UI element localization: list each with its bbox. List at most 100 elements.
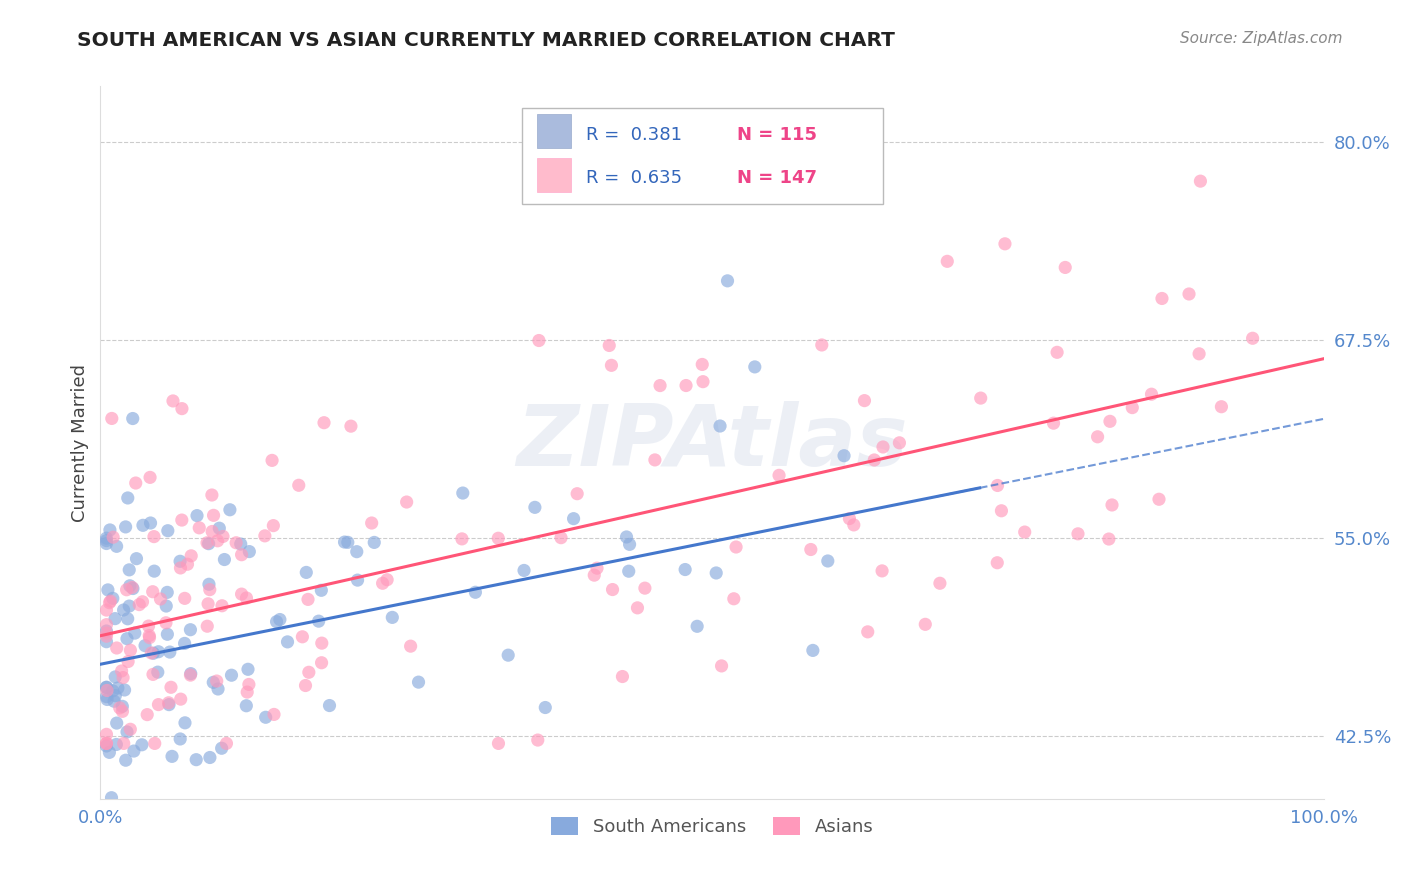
Point bbox=[139, 516, 162, 530]
Point bbox=[157, 698, 180, 712]
Point bbox=[408, 675, 430, 690]
Point bbox=[269, 613, 291, 627]
Point bbox=[346, 573, 368, 587]
Text: Source: ZipAtlas.com: Source: ZipAtlas.com bbox=[1180, 31, 1343, 46]
Point bbox=[768, 468, 790, 483]
Point bbox=[179, 623, 201, 637]
Point bbox=[108, 701, 131, 715]
Point bbox=[148, 698, 170, 712]
Point bbox=[195, 535, 218, 549]
Point bbox=[207, 681, 229, 696]
Point bbox=[115, 582, 138, 597]
Point bbox=[125, 476, 148, 491]
Point bbox=[1014, 524, 1036, 539]
Point bbox=[104, 612, 127, 626]
Point bbox=[96, 536, 118, 550]
Point bbox=[451, 486, 474, 500]
Point bbox=[117, 491, 139, 505]
Point bbox=[96, 680, 118, 694]
Point bbox=[96, 626, 118, 640]
Point bbox=[254, 710, 277, 724]
Point bbox=[118, 563, 141, 577]
Point bbox=[486, 531, 509, 545]
Point bbox=[156, 524, 179, 538]
Point bbox=[744, 359, 766, 374]
Text: N = 115: N = 115 bbox=[737, 126, 817, 144]
Point bbox=[534, 700, 557, 714]
Point bbox=[616, 530, 638, 544]
Point bbox=[266, 615, 288, 629]
Point bbox=[219, 502, 242, 516]
Point bbox=[704, 566, 727, 580]
Point bbox=[143, 799, 166, 814]
Point bbox=[120, 643, 142, 657]
FancyBboxPatch shape bbox=[537, 158, 571, 193]
Point bbox=[1140, 387, 1163, 401]
FancyBboxPatch shape bbox=[523, 108, 883, 204]
Point bbox=[96, 531, 118, 545]
Point bbox=[162, 393, 184, 408]
Point bbox=[101, 684, 124, 698]
Point bbox=[263, 707, 285, 722]
Point bbox=[725, 540, 748, 554]
Point bbox=[723, 591, 745, 606]
Point bbox=[134, 639, 156, 653]
Point bbox=[375, 573, 398, 587]
Point bbox=[202, 675, 225, 690]
Point bbox=[201, 488, 224, 502]
Point bbox=[100, 799, 122, 814]
Point bbox=[333, 535, 356, 549]
Point bbox=[195, 619, 218, 633]
Legend: South Americans, Asians: South Americans, Asians bbox=[544, 809, 880, 843]
Point bbox=[112, 671, 135, 685]
Point bbox=[198, 577, 221, 591]
Point bbox=[174, 715, 197, 730]
Point bbox=[96, 683, 118, 698]
Point bbox=[157, 696, 180, 710]
Point bbox=[1046, 345, 1069, 359]
Point bbox=[583, 568, 606, 582]
Point bbox=[297, 592, 319, 607]
Point bbox=[856, 624, 879, 639]
Point bbox=[308, 614, 330, 628]
Point bbox=[197, 536, 219, 550]
Point bbox=[690, 358, 713, 372]
Point bbox=[149, 592, 172, 607]
Point bbox=[142, 667, 165, 681]
Point bbox=[169, 731, 191, 746]
Point bbox=[142, 646, 165, 660]
Point bbox=[1241, 331, 1264, 345]
Point bbox=[1067, 526, 1090, 541]
Point bbox=[562, 511, 585, 525]
Point bbox=[1042, 416, 1064, 430]
Point bbox=[214, 552, 236, 566]
Point bbox=[527, 334, 550, 348]
Point bbox=[121, 581, 143, 595]
Point bbox=[169, 561, 191, 575]
Point bbox=[994, 236, 1017, 251]
Point bbox=[201, 524, 224, 539]
Point bbox=[842, 517, 865, 532]
Point bbox=[143, 736, 166, 750]
Point bbox=[287, 478, 309, 492]
Point bbox=[686, 619, 709, 633]
Point bbox=[121, 411, 143, 425]
Point bbox=[1178, 287, 1201, 301]
Point bbox=[716, 274, 738, 288]
Point bbox=[810, 338, 832, 352]
Point bbox=[96, 634, 118, 648]
Point bbox=[211, 599, 233, 613]
Point bbox=[138, 628, 160, 642]
Point bbox=[853, 393, 876, 408]
Point bbox=[294, 679, 316, 693]
Point bbox=[586, 561, 609, 575]
Point bbox=[156, 627, 179, 641]
Point bbox=[1188, 347, 1211, 361]
Point bbox=[111, 704, 134, 718]
Point bbox=[96, 603, 118, 617]
Point bbox=[262, 453, 284, 467]
Point bbox=[872, 440, 894, 454]
Point bbox=[311, 656, 333, 670]
Point bbox=[970, 391, 993, 405]
Point bbox=[928, 576, 950, 591]
